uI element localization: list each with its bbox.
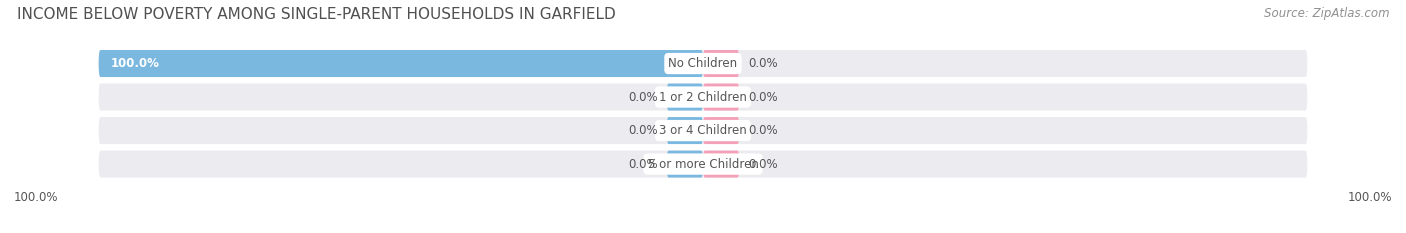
Text: 100.0%: 100.0% [111,57,160,70]
Text: 0.0%: 0.0% [748,57,778,70]
Text: 0.0%: 0.0% [628,124,658,137]
Text: 100.0%: 100.0% [14,191,59,204]
Text: 3 or 4 Children: 3 or 4 Children [659,124,747,137]
FancyBboxPatch shape [703,117,740,144]
Text: 5 or more Children: 5 or more Children [648,158,758,171]
Text: No Children: No Children [668,57,738,70]
Text: 1 or 2 Children: 1 or 2 Children [659,91,747,103]
FancyBboxPatch shape [703,50,740,77]
FancyBboxPatch shape [703,84,740,110]
FancyBboxPatch shape [666,151,703,178]
FancyBboxPatch shape [98,151,1308,178]
Text: 0.0%: 0.0% [748,91,778,103]
Text: 0.0%: 0.0% [628,158,658,171]
Text: 0.0%: 0.0% [628,91,658,103]
FancyBboxPatch shape [98,50,703,77]
FancyBboxPatch shape [98,50,1308,77]
Text: 100.0%: 100.0% [1347,191,1392,204]
Text: 0.0%: 0.0% [748,124,778,137]
FancyBboxPatch shape [666,117,703,144]
Text: 0.0%: 0.0% [748,158,778,171]
Text: Source: ZipAtlas.com: Source: ZipAtlas.com [1264,7,1389,20]
FancyBboxPatch shape [98,84,1308,110]
Text: INCOME BELOW POVERTY AMONG SINGLE-PARENT HOUSEHOLDS IN GARFIELD: INCOME BELOW POVERTY AMONG SINGLE-PARENT… [17,7,616,22]
FancyBboxPatch shape [98,117,1308,144]
FancyBboxPatch shape [703,151,740,178]
FancyBboxPatch shape [666,84,703,110]
